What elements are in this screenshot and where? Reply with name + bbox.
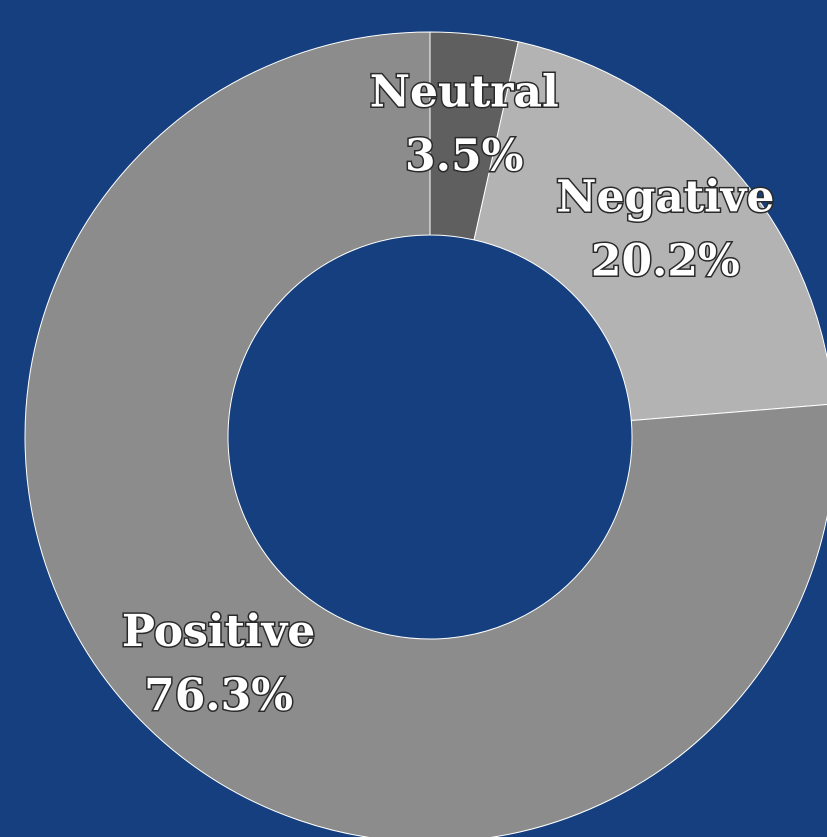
slice-value-label: 20.2% (591, 236, 740, 287)
slice-label: Negative (556, 172, 774, 223)
slice-value-label: 3.5% (405, 130, 523, 181)
donut-slice (473, 41, 827, 422)
slice-label: Neutral (370, 66, 559, 117)
donut-slice (24, 31, 827, 837)
slice-label: Positive (122, 606, 315, 657)
slice-value-label: 76.3% (144, 670, 293, 721)
